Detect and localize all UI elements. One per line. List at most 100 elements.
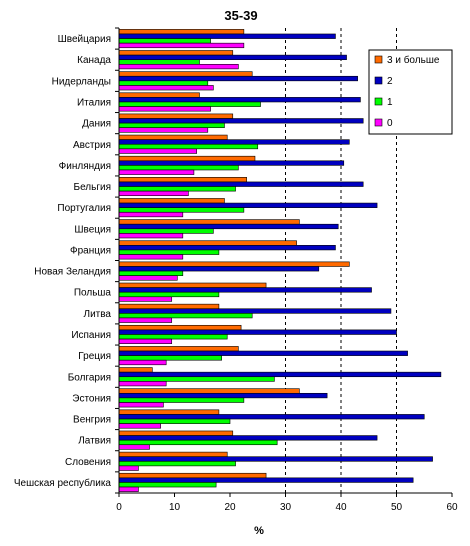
bar	[118, 127, 209, 133]
bar	[118, 113, 234, 119]
bar	[118, 308, 392, 314]
bar	[118, 85, 214, 91]
bar	[118, 376, 275, 382]
bar	[118, 270, 184, 276]
bar	[118, 287, 372, 293]
legend-box	[368, 49, 453, 135]
category-label: Болгария	[68, 372, 111, 383]
bar	[118, 75, 358, 82]
bar	[118, 477, 414, 483]
bar	[118, 418, 231, 424]
bar	[118, 303, 220, 310]
x-tick-label: 0	[116, 502, 122, 513]
category-label: Греция	[78, 351, 111, 362]
bar	[118, 139, 350, 145]
bar	[118, 367, 153, 373]
bar	[118, 245, 336, 251]
bar	[118, 233, 184, 239]
legend-label: 1	[387, 97, 393, 108]
bar	[118, 211, 184, 218]
bar	[118, 296, 173, 302]
bar	[118, 409, 220, 415]
bar	[118, 80, 209, 86]
bar	[118, 430, 234, 436]
bar	[118, 240, 297, 246]
bar	[118, 38, 211, 44]
bar	[118, 97, 361, 103]
bar	[118, 460, 236, 467]
axes	[115, 27, 453, 497]
bar	[118, 160, 345, 166]
bar	[118, 291, 220, 298]
bar	[118, 334, 228, 340]
category-label: Франция	[70, 245, 111, 256]
legend-swatch	[374, 118, 383, 127]
legend-swatch	[374, 97, 383, 106]
x-axis-label: %	[254, 525, 264, 537]
bar	[118, 282, 267, 288]
bar	[118, 181, 364, 187]
category-labels: Швейцария Канада Нидерланды Италия Дания Авст…	[14, 34, 112, 489]
bar	[118, 329, 397, 335]
category-label: Португалия	[57, 203, 111, 214]
legend-label: 3 и больше	[387, 54, 440, 66]
bar	[118, 198, 225, 204]
bar	[118, 59, 200, 65]
bars	[118, 29, 442, 492]
bar	[118, 388, 300, 394]
bar	[118, 313, 253, 319]
legend-swatch	[374, 55, 383, 64]
bar	[118, 359, 167, 366]
category-label: Польша	[74, 288, 112, 299]
category-label: Канада	[77, 55, 111, 66]
bar	[118, 33, 336, 39]
bar	[118, 249, 220, 255]
category-label: Литва	[84, 309, 112, 320]
x-tick-labels: 0 10 20 30 40 50 60	[116, 502, 458, 513]
bar	[118, 106, 211, 112]
category-label: Бельгия	[74, 182, 112, 193]
bar	[118, 92, 200, 98]
bar	[118, 371, 442, 378]
bar	[118, 54, 347, 61]
x-tick-label: 40	[335, 502, 347, 513]
bar	[118, 338, 173, 344]
bar	[118, 451, 228, 458]
bar	[118, 456, 433, 462]
bar	[118, 71, 253, 77]
legend-label: 2	[387, 76, 393, 87]
x-tick-label: 30	[280, 502, 292, 513]
bar	[118, 392, 328, 399]
bar	[118, 134, 228, 140]
bar	[118, 435, 378, 441]
chart-title: 35-39	[224, 8, 257, 23]
bar	[118, 228, 214, 234]
bar	[118, 122, 225, 129]
bar	[118, 143, 259, 150]
category-label: Венгрия	[73, 415, 111, 426]
x-tick-label: 10	[169, 502, 181, 513]
x-tick-label: 50	[391, 502, 403, 513]
bar	[118, 155, 256, 162]
bar	[118, 261, 350, 267]
bar	[118, 402, 164, 408]
bar	[118, 397, 245, 403]
bar	[118, 324, 242, 331]
bar	[118, 50, 234, 56]
bar	[118, 266, 320, 272]
category-label: Новая Зеландия	[34, 267, 111, 278]
bar	[118, 118, 364, 124]
bar	[118, 381, 167, 387]
bar	[118, 444, 150, 450]
bar	[118, 169, 195, 175]
category-label: Дания	[82, 119, 111, 130]
category-label: Италия	[77, 97, 111, 108]
bar	[118, 148, 197, 154]
category-label: Финляндия	[59, 161, 111, 172]
bar	[118, 202, 378, 208]
category-label: Австрия	[73, 140, 111, 151]
category-label: Словения	[65, 457, 111, 468]
bar	[118, 177, 247, 183]
bar	[118, 482, 217, 488]
